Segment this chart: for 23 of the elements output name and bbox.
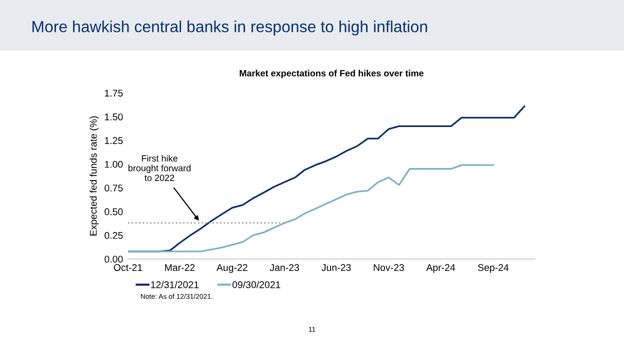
y-tick-label: 1.25 xyxy=(104,137,123,144)
y-tick-label: 1.00 xyxy=(104,160,123,168)
x-tick-label: Mar-22 xyxy=(165,264,195,271)
y-tick-label: 0.25 xyxy=(104,232,123,239)
y-tick-label: 0.50 xyxy=(104,208,123,216)
x-tick-label: Aug-22 xyxy=(216,264,248,273)
x-tick-label: Apr-24 xyxy=(426,264,456,273)
x-tick-label: Jun-23 xyxy=(322,264,351,271)
y-tick-label: 1.50 xyxy=(104,113,123,120)
chart-subtitle: Market expectations of Fed hikes over time xyxy=(240,70,424,78)
x-tick-label: Oct-21 xyxy=(114,264,142,271)
y-axis-title: Expected fed funds rate (%) xyxy=(90,116,99,236)
legend-label: 12/31/2021 xyxy=(151,281,199,288)
x-tick-label: Jan-23 xyxy=(270,264,299,271)
y-tick-label: 0.00 xyxy=(104,256,123,263)
line-series xyxy=(128,164,494,252)
annotation: First hike brought forward to 2022 xyxy=(128,154,191,182)
chart-title: More hawkish central banks in response to high inflation xyxy=(32,20,428,36)
legend-label: 09/30/2021 xyxy=(232,281,280,288)
y-tick-label: 1.75 xyxy=(104,90,123,97)
x-tick-label: Nov-23 xyxy=(374,264,404,271)
y-tick-label: 0.75 xyxy=(104,184,123,192)
x-tick-label: Sep-24 xyxy=(478,264,509,273)
